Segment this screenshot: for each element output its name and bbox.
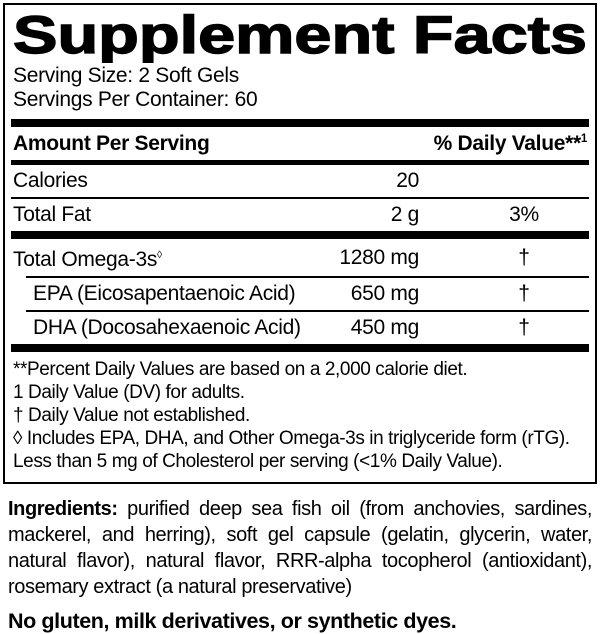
nutrient-amount: 2 g: [390, 203, 420, 226]
supplement-facts-panel: Supplement Facts Serving Size: 2 Soft Ge…: [3, 3, 597, 484]
nutrient-label-text: Total Fat: [13, 203, 91, 226]
footnote-omega-triglyceride: ◊ Includes EPA, DHA, and Other Omega-3s …: [13, 428, 570, 449]
nutrient-amount: 650 mg: [350, 282, 420, 305]
nutrient-row-total-omega3s: Total Omega-3s◊ 1280 mg †: [11, 239, 589, 276]
nutrient-amount: 20: [396, 169, 419, 192]
serving-info: Serving Size: 2 Soft Gels Servings Per C…: [11, 64, 589, 112]
nutrient-daily-value: †: [518, 245, 530, 269]
divider-thick-bottom: [11, 344, 589, 352]
nutrient-amount: 450 mg: [350, 316, 420, 339]
footnotes-block: **Percent Daily Values are based on a 2,…: [11, 352, 589, 477]
amount-per-serving-header: Amount Per Serving: [13, 132, 210, 155]
daily-value-header-text: % Daily Value**: [433, 132, 582, 155]
divider-thick-top: [11, 119, 589, 127]
nutrient-label-superscript: ◊: [157, 249, 162, 261]
below-panel-section: Ingredients: purified deep sea fish oil …: [0, 484, 600, 634]
footnote-cholesterol: Less than 5 mg of Cholesterol per servin…: [13, 451, 503, 472]
nutrient-label: DHA (Docosahexaenoic Acid): [13, 316, 306, 340]
daily-value-header: % Daily Value**1: [433, 132, 588, 156]
nutrient-daily-value: 3%: [509, 203, 539, 226]
footnote-daily-values: **Percent Daily Values are based on a 2,…: [13, 359, 468, 380]
allergen-statement: No gluten, milk derivatives, or syntheti…: [8, 609, 457, 633]
nutrient-label: EPA (Eicosapentaenoic Acid): [13, 282, 306, 306]
supplement-label-page: Supplement Facts Serving Size: 2 Soft Ge…: [0, 3, 600, 633]
footnote-dv-not-established: † Daily Value not established.: [13, 405, 250, 426]
divider-medium-header: [11, 160, 589, 165]
nutrient-label-text: DHA (Docosahexaenoic Acid): [33, 316, 301, 339]
divider-thin-indented: [26, 310, 589, 312]
nutrient-daily-value: †: [518, 316, 530, 339]
ingredients-paragraph: Ingredients: purified deep sea fish oil …: [8, 496, 592, 600]
nutrient-label-text: Calories: [13, 169, 88, 192]
nutrient-label: Total Fat: [13, 203, 306, 227]
page-title: Supplement Facts: [13, 9, 587, 63]
nutrient-row-total-fat: Total Fat 2 g 3%: [11, 199, 589, 231]
panel-title-svg: Supplement Facts: [13, 9, 588, 63]
nutrient-label-text: Total Omega-3s: [13, 248, 158, 271]
nutrient-daily-value: †: [518, 282, 530, 305]
nutrient-row-epa: EPA (Eicosapentaenoic Acid) 650 mg †: [11, 278, 589, 310]
nutrient-row-dha: DHA (Docosahexaenoic Acid) 450 mg †: [11, 312, 589, 344]
ingredients-label: Ingredients:: [8, 498, 118, 520]
nutrient-label: Total Omega-3s◊: [13, 243, 306, 272]
divider-thin: [11, 197, 589, 199]
ingredients-text: purified deep sea fish oil (from anchovi…: [8, 498, 592, 598]
divider-thick-fat: [11, 231, 589, 239]
table-header-row: Amount Per Serving % Daily Value**1: [11, 127, 589, 160]
servings-per-container: Servings Per Container: 60: [13, 88, 258, 111]
nutrient-amount: 1280 mg: [339, 245, 419, 269]
nutrient-label-text: EPA (Eicosapentaenoic Acid): [33, 282, 296, 305]
footnote-dv-adults: 1 Daily Value (DV) for adults.: [13, 382, 245, 403]
daily-value-header-superscript: 1: [580, 133, 587, 145]
panel-title-wrap: Supplement Facts: [11, 7, 589, 64]
serving-size: Serving Size: 2 Soft Gels: [13, 64, 239, 87]
nutrient-row-calories: Calories 20: [11, 165, 589, 197]
nutrient-label: Calories: [13, 169, 306, 193]
divider-thin-indented: [26, 276, 589, 278]
